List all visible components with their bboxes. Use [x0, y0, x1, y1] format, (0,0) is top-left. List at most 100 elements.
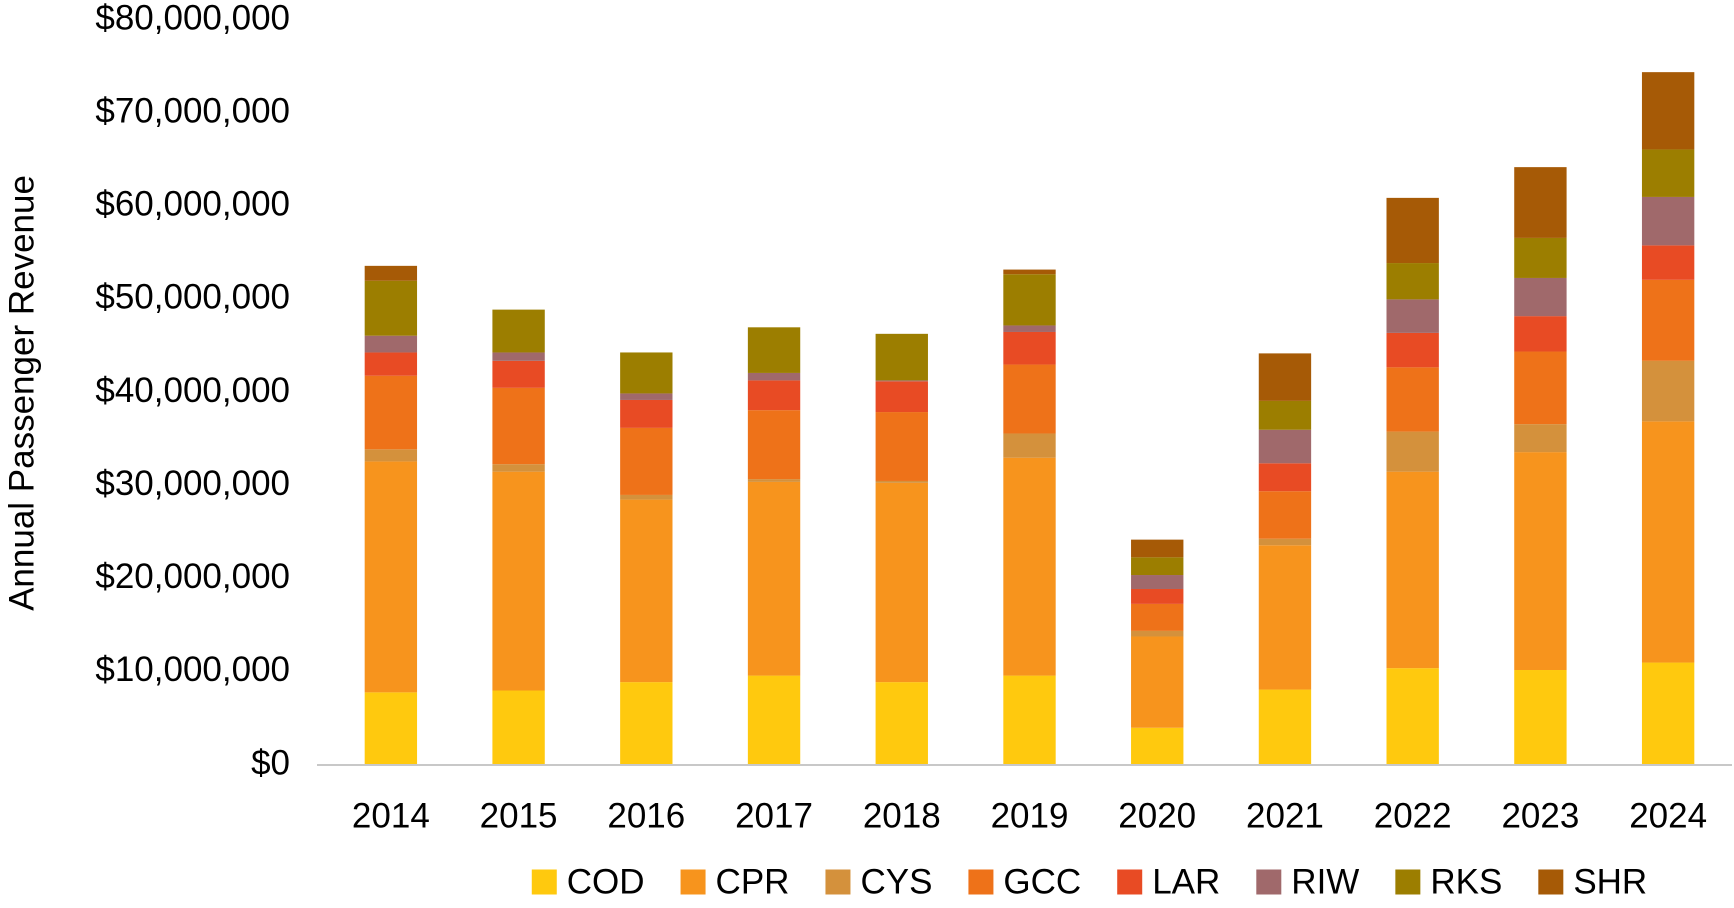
bar-segment	[875, 412, 928, 481]
x-tick-label: 2016	[607, 796, 685, 835]
bar-segment	[1641, 662, 1695, 765]
bar-segment	[364, 280, 418, 336]
bar-segment	[747, 372, 801, 381]
bar-segment	[747, 327, 801, 373]
bar-segment	[1386, 367, 1439, 432]
bar-segment	[875, 682, 928, 765]
bar-segment	[1003, 274, 1056, 326]
bar-segment	[492, 352, 545, 361]
bar-segment	[620, 393, 673, 400]
y-tick-label: $50,000,000	[95, 278, 290, 317]
legend-label: COD	[567, 862, 645, 901]
bar-segment	[1258, 463, 1312, 492]
bar-segment	[364, 352, 418, 376]
bar-segment	[747, 479, 801, 482]
bar-segment	[364, 449, 418, 462]
legend-label: SHR	[1573, 862, 1647, 901]
bar-segment	[492, 464, 545, 472]
y-tick-label: $10,000,000	[95, 650, 290, 689]
bar-segment	[620, 499, 673, 683]
legend-label: GCC	[1003, 862, 1081, 901]
bar-segment	[747, 481, 801, 676]
bar-segment	[1003, 269, 1056, 275]
bar-segment	[1258, 400, 1312, 430]
bar-segment	[1003, 331, 1056, 365]
bar-segment	[492, 471, 545, 691]
bar-segment	[1641, 279, 1695, 361]
bar-segment	[1641, 196, 1695, 246]
bar-segment	[1641, 245, 1695, 280]
bar-segment	[1003, 457, 1056, 676]
x-tick-label: 2024	[1629, 796, 1707, 835]
bar-segment	[875, 333, 928, 381]
y-tick-label: $20,000,000	[95, 557, 290, 596]
bar-segment	[1514, 277, 1567, 317]
legend-swatch	[1117, 869, 1143, 895]
bar-segment	[364, 692, 418, 765]
x-tick-label: 2022	[1374, 796, 1452, 835]
bar-segment	[492, 360, 545, 388]
x-tick-label: 2017	[735, 796, 813, 835]
bar-segment	[1258, 545, 1312, 690]
y-tick-label: $40,000,000	[95, 371, 290, 410]
y-tick-label: $80,000,000	[95, 0, 290, 37]
bar-segment	[747, 380, 801, 411]
bar-segment	[1386, 263, 1439, 300]
bar-segment	[1514, 167, 1567, 238]
bar-segment	[1131, 727, 1184, 765]
bar-segment	[364, 375, 418, 450]
legend-label: CPR	[716, 862, 790, 901]
bar-segment	[1258, 429, 1312, 464]
y-tick-label: $60,000,000	[95, 185, 290, 224]
legend-swatch	[680, 869, 706, 895]
bar-segment	[875, 380, 928, 382]
bar-segment	[620, 682, 673, 765]
legend-swatch	[1256, 869, 1282, 895]
bar-segment	[875, 482, 928, 683]
bar-segment	[620, 427, 673, 495]
bar-segment	[1386, 431, 1439, 472]
bar-segment	[492, 387, 545, 465]
legend-label: RIW	[1291, 862, 1359, 901]
bar-segment	[1641, 360, 1695, 422]
x-tick-label: 2014	[352, 796, 430, 835]
bar-segment	[364, 335, 418, 353]
bar-segment	[364, 265, 418, 281]
bar-segment	[1131, 557, 1184, 576]
legend-label: RKS	[1430, 862, 1502, 901]
legend-swatch	[531, 869, 557, 895]
bar-segment	[1641, 149, 1695, 197]
bar-segment	[875, 480, 928, 483]
legend-swatch	[968, 869, 994, 895]
bar-segment	[620, 352, 673, 394]
bar-segment	[1131, 575, 1184, 589]
bar-segment	[1131, 588, 1184, 604]
bar-segment	[1003, 675, 1056, 765]
bar-segment	[1131, 636, 1184, 728]
bar-segment	[1514, 452, 1567, 671]
bar-segment	[364, 461, 418, 693]
x-tick-label: 2019	[991, 796, 1069, 835]
y-tick-label: $70,000,000	[95, 91, 290, 130]
bar-segment	[1386, 197, 1439, 264]
bar-segment	[1386, 299, 1439, 333]
bar-segment	[1641, 421, 1695, 663]
bar-segment	[1514, 351, 1567, 425]
bar-segment	[747, 675, 801, 765]
bar-segment	[1258, 689, 1312, 765]
bar-segment	[875, 381, 928, 413]
bar-segment	[747, 410, 801, 480]
bar-segment	[1514, 424, 1567, 453]
bar-segment	[1514, 670, 1567, 765]
bar-segment	[1003, 364, 1056, 434]
bar-segment	[1131, 603, 1184, 631]
legend-swatch	[1395, 869, 1421, 895]
bar-segment	[1003, 433, 1056, 458]
bar-segment	[620, 399, 673, 428]
x-tick-label: 2020	[1118, 796, 1196, 835]
x-tick-label: 2021	[1246, 796, 1324, 835]
bar-segment	[1641, 72, 1695, 150]
legend-swatch	[825, 869, 851, 895]
y-tick-label: $0	[251, 743, 290, 782]
